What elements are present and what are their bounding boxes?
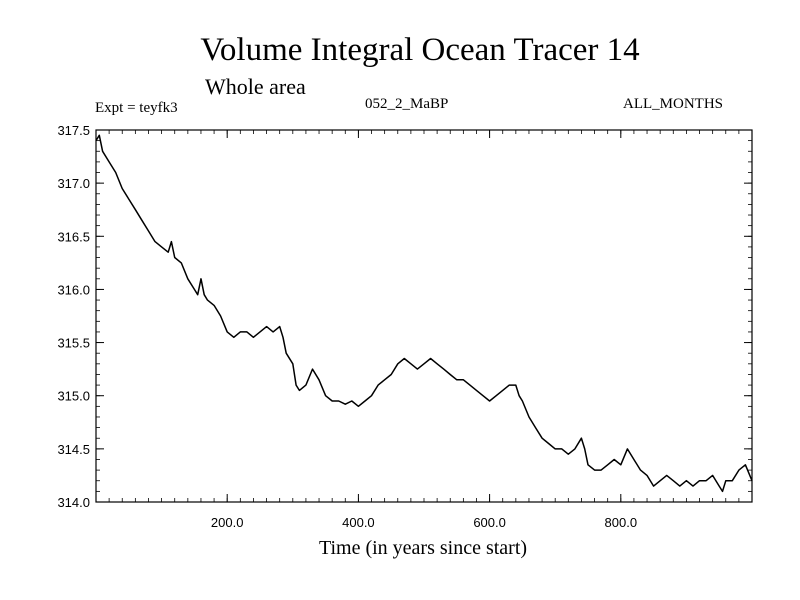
- y-tick-label: 317.5: [57, 123, 90, 138]
- axes: 314.0 314.5 315.0 315.5 316.0 316.5 317.0 317.5…: [57, 123, 753, 530]
- x-tick-label: 200.0: [211, 515, 244, 530]
- series-line: [95, 134, 753, 493]
- experiment-label: Expt = teyfk3: [95, 100, 178, 116]
- series-layer: [95, 134, 753, 493]
- chart-title: Volume Integral Ocean Tracer 14: [200, 32, 640, 68]
- x-tick-label: 400.0: [342, 515, 375, 530]
- x-tick-label: 600.0: [473, 515, 506, 530]
- y-tick-label: 317.0: [57, 176, 90, 191]
- period-label: 052_2_MaBP: [365, 96, 449, 112]
- plot-frame: [95, 129, 753, 503]
- y-tick-label: 315.5: [57, 336, 90, 351]
- y-tick-label: 316.0: [57, 282, 90, 297]
- y-tick-label: 314.0: [57, 495, 90, 510]
- x-axis-label: Time (in years since start): [318, 537, 528, 559]
- months-label: ALL_MONTHS: [623, 96, 723, 112]
- y-tick-label: 314.5: [57, 442, 90, 457]
- y-tick-label: 316.5: [57, 229, 90, 244]
- x-tick-label: 800.0: [605, 515, 638, 530]
- y-tick-label: 315.0: [57, 389, 90, 404]
- chart-subtitle: Whole area: [205, 74, 306, 99]
